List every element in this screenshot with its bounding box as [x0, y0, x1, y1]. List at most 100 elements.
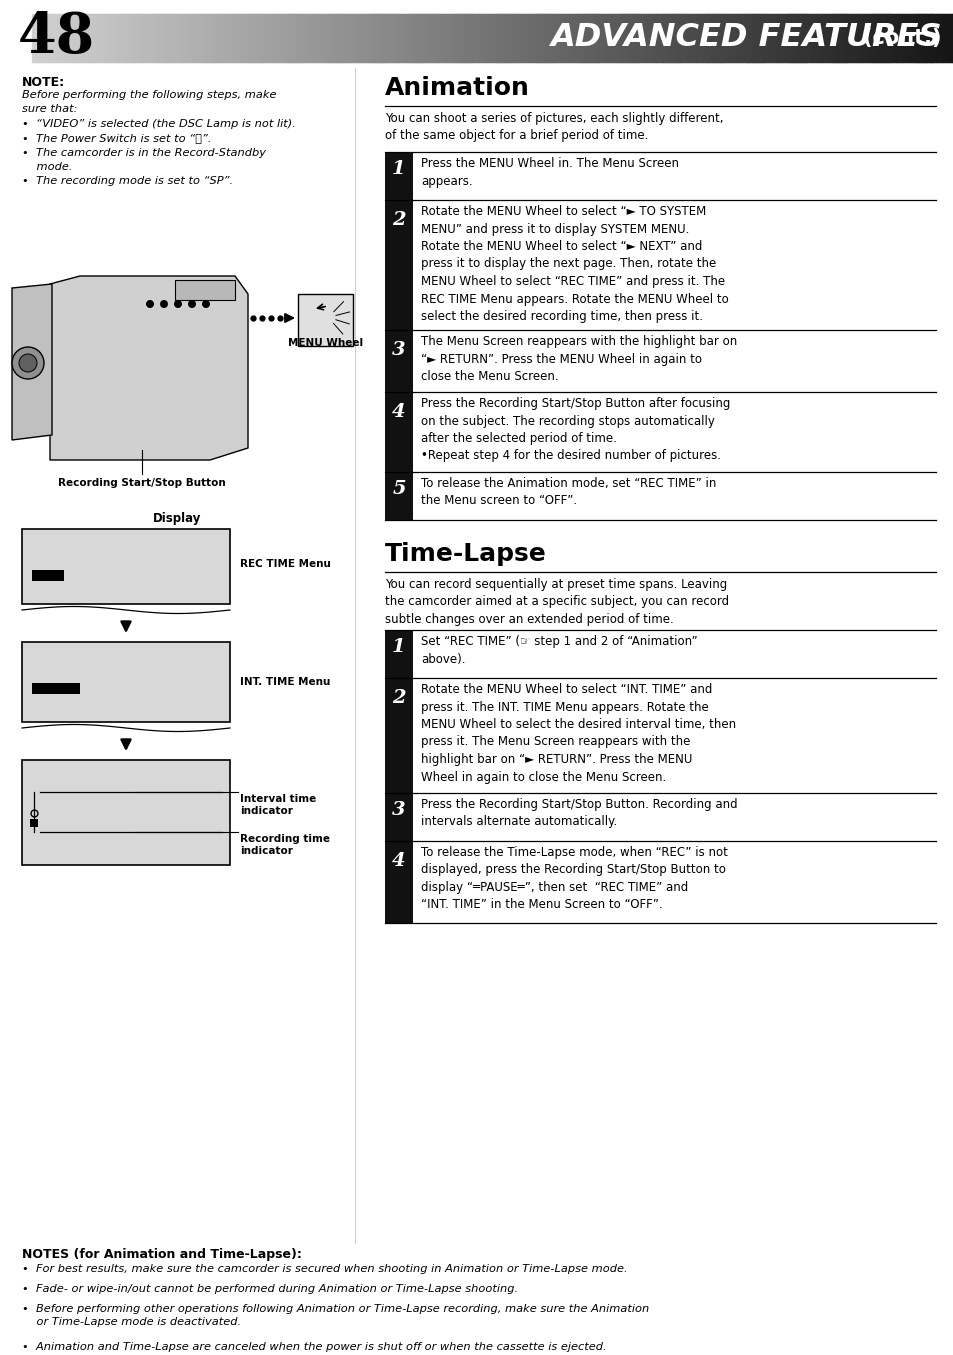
Bar [649, 14, 654, 62]
Bar [517, 14, 521, 62]
Text: 3: 3 [392, 341, 405, 359]
Bar [154, 14, 159, 62]
Bar [75, 14, 79, 62]
Bar [938, 14, 943, 62]
Bar [541, 14, 546, 62]
Bar [468, 14, 473, 62]
Bar [244, 14, 249, 62]
Bar [634, 14, 639, 62]
Text: ADVANCED FEATURES: ADVANCED FEATURES [550, 23, 941, 53]
Bar [385, 472, 413, 520]
Bar [474, 14, 478, 62]
Bar [133, 14, 138, 62]
Bar [935, 14, 939, 62]
Bar [885, 14, 890, 62]
Text: •  Before performing other operations following Animation or Time-Lapse recordin: • Before performing other operations fol… [22, 1304, 649, 1327]
Bar [237, 14, 242, 62]
Bar [342, 14, 347, 62]
Bar [533, 14, 537, 62]
Bar [821, 14, 825, 62]
Bar [158, 14, 162, 62]
Bar [446, 14, 451, 62]
Bar [624, 14, 629, 62]
Bar [692, 14, 697, 62]
Bar [22, 760, 230, 864]
Bar [943, 14, 948, 62]
Bar [686, 14, 691, 62]
Bar [382, 14, 387, 62]
Text: 3: 3 [392, 801, 405, 818]
Text: To release the Time-Lapse mode, when “REC” is not
displayed, press the Recording: To release the Time-Lapse mode, when “RE… [420, 846, 727, 912]
Text: •  Animation and Time-Lapse are canceled when the power is shut off or when the : • Animation and Time-Lapse are canceled … [22, 1341, 606, 1352]
Bar [385, 14, 390, 62]
Bar [22, 642, 230, 722]
Bar [69, 14, 73, 62]
Bar [363, 14, 368, 62]
Bar [308, 14, 313, 62]
Bar [888, 14, 893, 62]
Bar [370, 14, 375, 62]
Text: Time-Lapse: Time-Lapse [385, 542, 546, 566]
Bar [729, 14, 734, 62]
Bar [772, 14, 777, 62]
Text: NOTE:: NOTE: [22, 76, 65, 89]
Bar [385, 841, 413, 923]
Bar [317, 14, 322, 62]
Bar [179, 14, 184, 62]
Bar [652, 14, 657, 62]
Bar [864, 14, 868, 62]
Bar [710, 14, 715, 62]
Bar [385, 630, 413, 678]
Text: Press the Recording Start/Stop Button after focusing
on the subject. The recordi: Press the Recording Start/Stop Button af… [420, 397, 730, 462]
Text: Press the Recording Start/Stop Button. Recording and
intervals alternate automat: Press the Recording Start/Stop Button. R… [420, 798, 737, 828]
Bar [809, 14, 813, 62]
Bar [262, 14, 267, 62]
Bar [861, 14, 865, 62]
Bar [837, 14, 841, 62]
Bar [480, 14, 485, 62]
Bar [213, 14, 217, 62]
Text: Display: Display [153, 512, 201, 524]
Bar [385, 678, 413, 793]
Bar [167, 14, 172, 62]
Bar [661, 14, 666, 62]
Bar [290, 14, 294, 62]
Bar [413, 14, 417, 62]
Bar [297, 294, 353, 346]
Bar [428, 14, 433, 62]
Bar [247, 14, 252, 62]
Bar [357, 14, 362, 62]
Bar [659, 14, 663, 62]
Text: You can record sequentially at preset time spans. Leaving
the camcorder aimed at: You can record sequentially at preset ti… [385, 579, 728, 626]
Bar [631, 14, 636, 62]
Bar [704, 14, 709, 62]
Bar [407, 14, 411, 62]
Bar [800, 14, 804, 62]
Bar [216, 14, 221, 62]
Bar [584, 14, 589, 62]
Bar [643, 14, 647, 62]
Bar [355, 14, 359, 62]
Bar [876, 14, 881, 62]
Bar [320, 14, 325, 62]
Bar [149, 14, 153, 62]
Bar [418, 14, 423, 62]
Bar [210, 14, 214, 62]
Bar [845, 14, 850, 62]
Bar [299, 14, 304, 62]
Bar [333, 14, 337, 62]
Bar [639, 14, 644, 62]
Bar [581, 14, 586, 62]
Bar [277, 14, 282, 62]
Bar [916, 14, 921, 62]
Bar [287, 14, 292, 62]
Bar [435, 14, 438, 62]
Bar [870, 14, 875, 62]
Bar [695, 14, 700, 62]
Bar [769, 14, 774, 62]
Text: NOTES (for Animation and Time-Lapse):: NOTES (for Animation and Time-Lapse): [22, 1248, 301, 1262]
Bar [762, 14, 767, 62]
Bar [124, 14, 129, 62]
Bar [194, 14, 199, 62]
Bar [511, 14, 516, 62]
